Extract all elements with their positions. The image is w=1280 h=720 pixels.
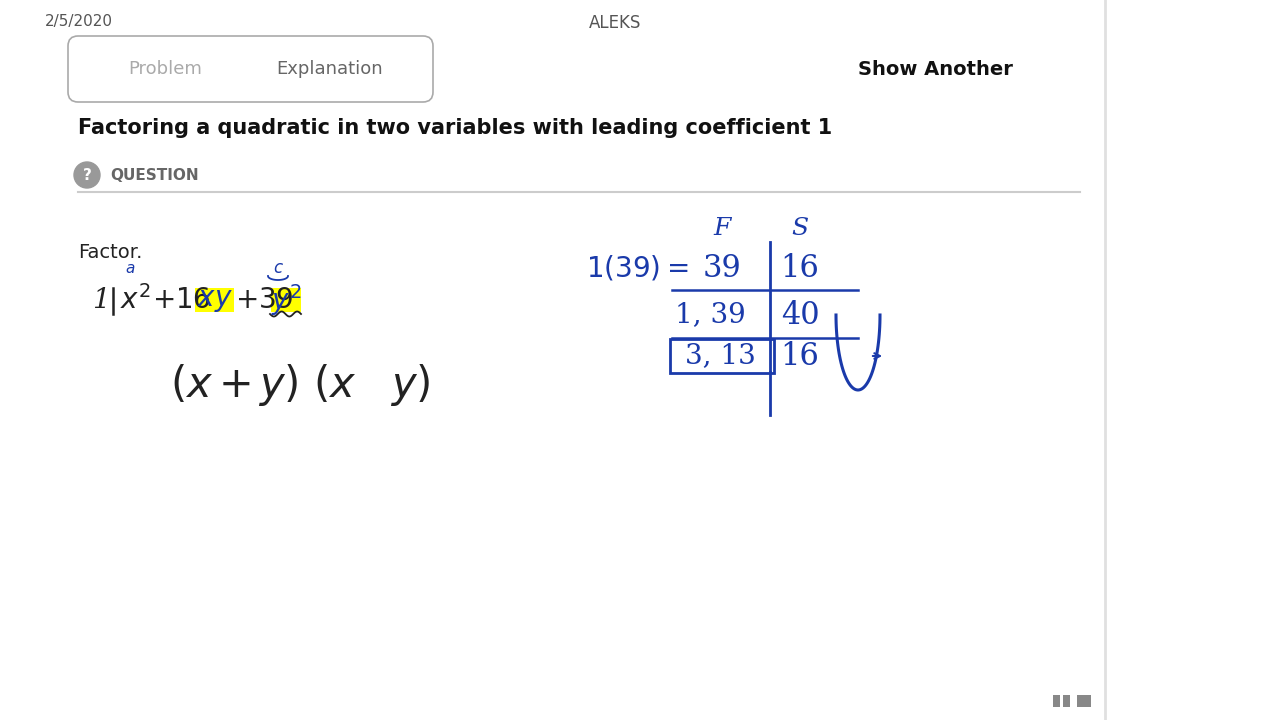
Text: $1(39)=$: $1(39)=$ bbox=[586, 253, 689, 282]
Text: ALEKS: ALEKS bbox=[589, 14, 641, 32]
Text: $xy$: $xy$ bbox=[197, 286, 233, 314]
Text: 2/5/2020: 2/5/2020 bbox=[45, 14, 113, 29]
FancyBboxPatch shape bbox=[68, 36, 433, 102]
Text: Explanation: Explanation bbox=[276, 60, 383, 78]
Text: Problem: Problem bbox=[128, 60, 202, 78]
Text: a: a bbox=[125, 261, 134, 276]
Text: $y^2$: $y^2$ bbox=[270, 282, 301, 318]
FancyBboxPatch shape bbox=[271, 288, 301, 312]
Text: F: F bbox=[713, 217, 731, 240]
Text: Factor.: Factor. bbox=[78, 243, 142, 261]
Text: 39: 39 bbox=[703, 253, 741, 284]
Text: 16: 16 bbox=[781, 341, 819, 372]
Circle shape bbox=[74, 162, 100, 188]
Text: QUESTION: QUESTION bbox=[110, 168, 198, 182]
Text: 40: 40 bbox=[781, 300, 819, 330]
Bar bbox=[1076, 695, 1091, 707]
Text: 1, 39: 1, 39 bbox=[675, 302, 745, 328]
Text: ?: ? bbox=[83, 168, 91, 182]
Text: $+39$: $+39$ bbox=[236, 286, 293, 314]
FancyBboxPatch shape bbox=[195, 288, 234, 312]
Bar bbox=[1062, 695, 1070, 707]
Text: Show Another: Show Another bbox=[858, 60, 1012, 78]
Text: $y)$: $y)$ bbox=[259, 362, 298, 408]
Text: c: c bbox=[274, 259, 283, 277]
Text: $(x$: $(x$ bbox=[314, 364, 356, 406]
Text: $x^2$: $x^2$ bbox=[120, 285, 151, 315]
Text: $y)$: $y)$ bbox=[390, 362, 430, 408]
Text: 1: 1 bbox=[92, 287, 110, 313]
Text: $+16$: $+16$ bbox=[152, 286, 211, 314]
Text: $(x+$: $(x+$ bbox=[170, 364, 251, 406]
Bar bbox=[1053, 695, 1060, 707]
Text: Factoring a quadratic in two variables with leading coefficient 1: Factoring a quadratic in two variables w… bbox=[78, 118, 832, 138]
Text: 3, 13: 3, 13 bbox=[685, 343, 755, 369]
Text: S: S bbox=[791, 217, 809, 240]
Text: 16: 16 bbox=[781, 253, 819, 284]
